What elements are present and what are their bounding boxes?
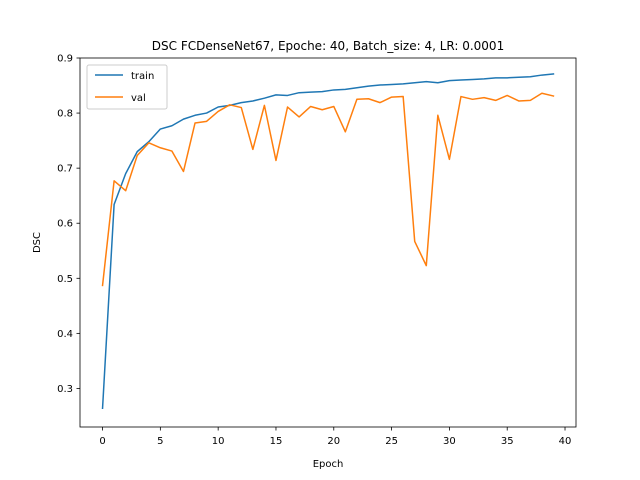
y-axis-label: DSC bbox=[32, 232, 43, 253]
y-tick-label: 0.4 bbox=[57, 329, 73, 340]
series-line-val bbox=[101, 92, 555, 287]
x-axis: 0 5 10 15 20 25 30 35 40 bbox=[99, 427, 571, 447]
y-axis: 0.3 0.4 0.5 0.6 0.7 0.8 0.9 bbox=[57, 54, 80, 395]
legend-box bbox=[86, 64, 168, 110]
legend-label-val: val bbox=[131, 93, 146, 104]
legend: train val bbox=[86, 64, 168, 110]
y-tick-label: 0.7 bbox=[57, 164, 73, 175]
x-tick-label: 0 bbox=[99, 436, 105, 447]
legend-label-train: train bbox=[131, 71, 154, 82]
x-tick-label: 20 bbox=[327, 436, 340, 447]
x-tick-label: 30 bbox=[443, 436, 456, 447]
x-tick-label: 5 bbox=[157, 436, 163, 447]
y-tick-label: 0.9 bbox=[57, 54, 73, 65]
x-tick-label: 35 bbox=[501, 436, 514, 447]
x-tick-label: 25 bbox=[385, 436, 398, 447]
x-tick-label: 10 bbox=[212, 436, 225, 447]
y-tick-label: 0.8 bbox=[57, 109, 73, 120]
series-line-train bbox=[101, 73, 555, 410]
x-tick-label: 40 bbox=[559, 436, 572, 447]
x-axis-label: Epoch bbox=[313, 459, 344, 470]
plot-frame bbox=[79, 57, 577, 428]
x-tick-label: 15 bbox=[270, 436, 283, 447]
y-tick-label: 0.3 bbox=[57, 384, 73, 395]
chart-title: DSC FCDenseNet67, Epoche: 40, Batch_size… bbox=[152, 39, 504, 53]
y-tick-label: 0.5 bbox=[57, 274, 73, 285]
y-tick-label: 0.6 bbox=[57, 219, 73, 230]
